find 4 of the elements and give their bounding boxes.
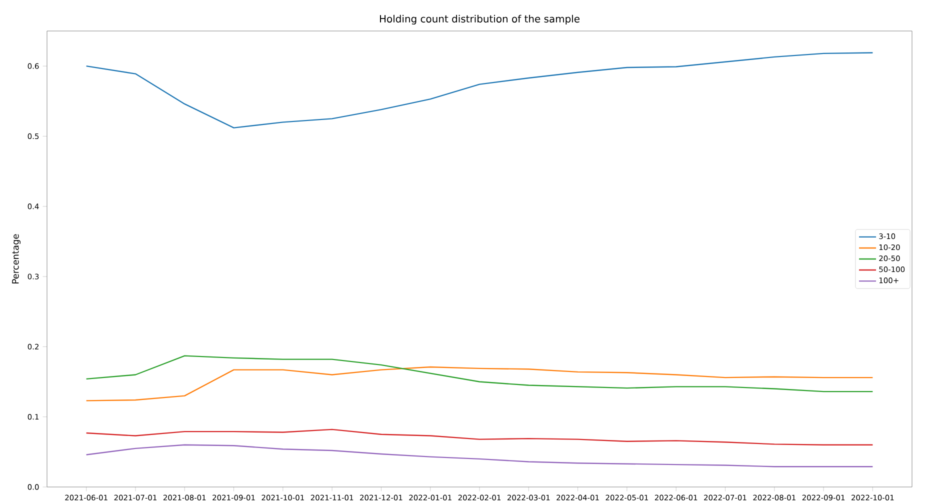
chart-title: Holding count distribution of the sample	[380, 14, 580, 25]
line-series	[86, 428, 874, 446]
y-axis-title: Percentage	[12, 234, 21, 284]
line-series	[86, 366, 874, 402]
